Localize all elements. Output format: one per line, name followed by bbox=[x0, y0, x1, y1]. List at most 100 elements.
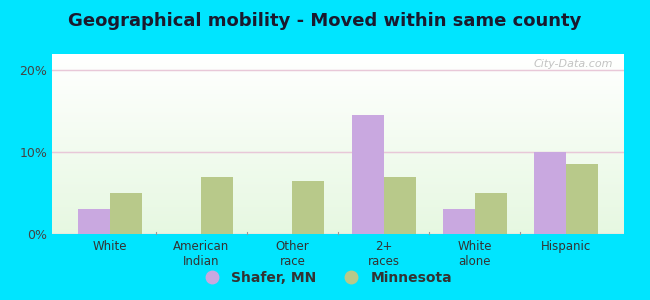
Bar bbox=[52, 230, 624, 232]
Bar bbox=[52, 229, 624, 230]
Bar bbox=[52, 144, 624, 146]
Bar bbox=[52, 164, 624, 166]
Bar bbox=[52, 146, 624, 148]
Bar bbox=[52, 110, 624, 112]
Bar bbox=[52, 211, 624, 212]
Bar bbox=[566, 164, 598, 234]
Bar bbox=[52, 97, 624, 99]
Bar bbox=[201, 177, 233, 234]
Bar bbox=[52, 106, 624, 108]
Bar bbox=[52, 214, 624, 216]
Bar bbox=[52, 194, 624, 196]
Text: City-Data.com: City-Data.com bbox=[533, 59, 612, 69]
Bar bbox=[52, 130, 624, 131]
Bar bbox=[52, 117, 624, 119]
Bar bbox=[52, 202, 624, 203]
Bar bbox=[52, 151, 624, 153]
Bar bbox=[52, 160, 624, 162]
Bar bbox=[52, 140, 624, 142]
Bar bbox=[52, 209, 624, 211]
Bar bbox=[52, 148, 624, 149]
Bar bbox=[52, 86, 624, 88]
Bar bbox=[52, 158, 624, 160]
Bar bbox=[52, 178, 624, 180]
Bar bbox=[52, 119, 624, 121]
Bar bbox=[292, 181, 324, 234]
Bar bbox=[52, 207, 624, 209]
Text: Geographical mobility - Moved within same county: Geographical mobility - Moved within sam… bbox=[68, 12, 582, 30]
Bar bbox=[52, 187, 624, 189]
Bar bbox=[52, 223, 624, 225]
Bar bbox=[443, 209, 475, 234]
Bar bbox=[52, 76, 624, 77]
Bar bbox=[52, 67, 624, 68]
Bar bbox=[52, 83, 624, 85]
Bar bbox=[52, 220, 624, 221]
Bar bbox=[52, 169, 624, 171]
Bar bbox=[52, 227, 624, 229]
Bar bbox=[52, 200, 624, 202]
Bar bbox=[52, 153, 624, 155]
Bar bbox=[52, 149, 624, 151]
Bar bbox=[52, 77, 624, 79]
Bar bbox=[110, 193, 142, 234]
Bar bbox=[52, 81, 624, 83]
Bar bbox=[52, 173, 624, 175]
Bar bbox=[52, 126, 624, 128]
Bar bbox=[52, 216, 624, 218]
Bar bbox=[52, 182, 624, 184]
Bar bbox=[52, 63, 624, 65]
Bar bbox=[52, 193, 624, 194]
Bar bbox=[352, 116, 384, 234]
Bar bbox=[52, 185, 624, 187]
Bar bbox=[52, 191, 624, 193]
Bar bbox=[52, 90, 624, 92]
Bar bbox=[384, 177, 415, 234]
Bar bbox=[52, 101, 624, 103]
Bar bbox=[52, 184, 624, 185]
Bar bbox=[52, 167, 624, 169]
Bar bbox=[52, 135, 624, 137]
Bar bbox=[52, 74, 624, 76]
Bar bbox=[52, 221, 624, 223]
Bar bbox=[52, 162, 624, 164]
Bar bbox=[52, 139, 624, 140]
Legend: Shafer, MN, Minnesota: Shafer, MN, Minnesota bbox=[192, 265, 458, 290]
Bar bbox=[52, 68, 624, 70]
Bar bbox=[52, 196, 624, 198]
Bar bbox=[52, 61, 624, 63]
Bar bbox=[52, 133, 624, 135]
Bar bbox=[52, 70, 624, 72]
Bar bbox=[52, 65, 624, 67]
Bar bbox=[52, 124, 624, 126]
Bar bbox=[52, 103, 624, 104]
Bar bbox=[52, 58, 624, 59]
Bar bbox=[52, 115, 624, 117]
Bar bbox=[52, 94, 624, 95]
Bar bbox=[52, 99, 624, 101]
Bar bbox=[52, 121, 624, 122]
Bar bbox=[52, 198, 624, 200]
Bar bbox=[52, 95, 624, 97]
Bar bbox=[52, 59, 624, 61]
Bar bbox=[52, 137, 624, 139]
Bar bbox=[52, 108, 624, 110]
Bar bbox=[475, 193, 507, 234]
Bar bbox=[52, 104, 624, 106]
Bar bbox=[52, 155, 624, 157]
Bar bbox=[52, 112, 624, 113]
Bar bbox=[52, 171, 624, 173]
Bar bbox=[52, 85, 624, 86]
Bar bbox=[78, 209, 110, 234]
Bar bbox=[534, 152, 566, 234]
Bar bbox=[52, 131, 624, 133]
Bar bbox=[52, 113, 624, 115]
Bar bbox=[52, 189, 624, 191]
Bar bbox=[52, 232, 624, 234]
Bar bbox=[52, 225, 624, 227]
Bar bbox=[52, 176, 624, 178]
Bar bbox=[52, 142, 624, 144]
Bar bbox=[52, 218, 624, 220]
Bar bbox=[52, 122, 624, 124]
Bar bbox=[52, 212, 624, 214]
